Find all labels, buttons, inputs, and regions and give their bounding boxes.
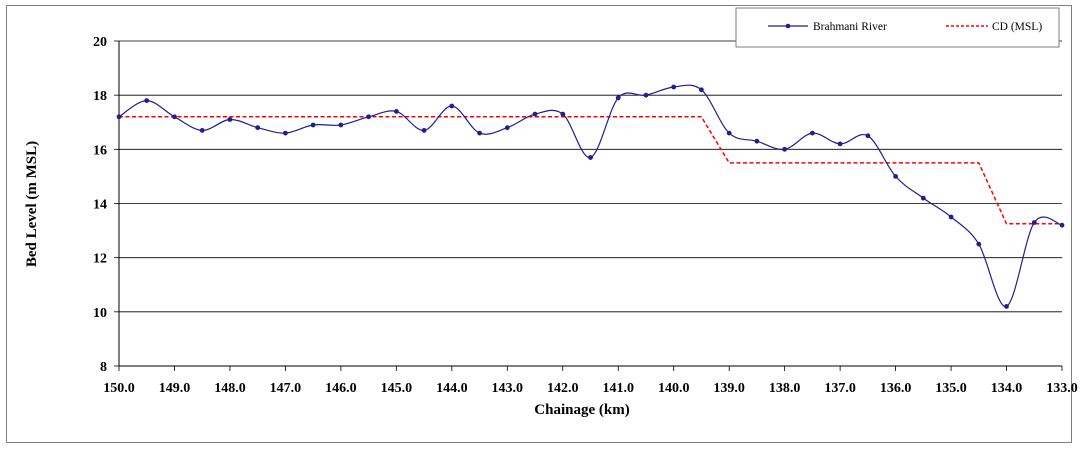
data-point-brahmani-river <box>172 114 177 120</box>
data-point-brahmani-river <box>699 87 704 93</box>
data-point-brahmani-river <box>671 84 677 90</box>
legend-label-brahmani: Brahmani River <box>813 21 887 33</box>
y-tick-label: 12 <box>93 252 107 267</box>
data-point-brahmani-river <box>615 95 621 101</box>
data-point-brahmani-river <box>893 174 898 179</box>
y-tick-label: 18 <box>93 89 107 104</box>
y-tick-label: 10 <box>93 306 107 321</box>
legend-box <box>735 7 1060 48</box>
data-point-brahmani-river <box>283 130 288 136</box>
x-tick-label: 145.0 <box>381 381 413 396</box>
x-tick-label: 135.0 <box>935 381 967 396</box>
series-line-brahmani-river <box>118 84 1063 307</box>
x-tick-label: 139.0 <box>713 381 745 396</box>
legend-label-cd: CD (MSL) <box>992 21 1042 33</box>
y-tick-label: 8 <box>100 360 107 375</box>
y-tick-label: 14 <box>93 198 107 213</box>
x-tick-label: 137.0 <box>824 381 856 396</box>
legend-marker-brahmani <box>785 23 791 29</box>
y-tick-label: 20 <box>93 35 107 50</box>
x-tick-labels: 150.0 149.0 148.0 147.0 146.0 145.0 144.0 143.0… <box>103 366 1078 396</box>
series-layer <box>116 84 1065 309</box>
x-tick-label: 150.0 <box>103 381 135 396</box>
data-point-brahmani-river <box>199 127 205 133</box>
data-point-brahmani-river <box>1031 220 1037 225</box>
data-point-brahmani-river <box>837 141 843 147</box>
legend: Brahmani River CD (MSL) <box>735 7 1060 48</box>
data-point-brahmani-river <box>366 114 371 120</box>
x-tick-label: 148.0 <box>214 381 246 396</box>
series-line-cd-msl <box>119 116 1062 225</box>
data-point-brahmani-river <box>782 146 787 152</box>
data-point-brahmani-river <box>948 214 954 220</box>
x-axis-title: Chainage (km) <box>534 402 629 418</box>
gridlines <box>114 40 1062 367</box>
data-point-brahmani-river <box>477 130 482 136</box>
data-point-brahmani-river <box>726 130 732 136</box>
data-point-brahmani-river <box>865 133 871 139</box>
axes <box>118 41 1062 367</box>
data-point-brahmani-river <box>643 92 649 98</box>
data-point-brahmani-river <box>810 130 815 136</box>
x-tick-label: 133.0 <box>1046 381 1078 396</box>
y-axis-title: Bed Level (m MSL) <box>24 141 40 267</box>
data-point-brahmani-river <box>588 155 593 160</box>
data-point-brahmani-river <box>504 125 510 131</box>
data-point-brahmani-river <box>421 127 427 133</box>
x-tick-label: 149.0 <box>159 381 191 396</box>
data-point-brahmani-river <box>338 122 344 128</box>
data-point-brahmani-river <box>449 103 455 109</box>
y-tick-label: 16 <box>93 143 107 158</box>
data-point-brahmani-river <box>255 125 261 131</box>
x-tick-label: 138.0 <box>769 381 801 396</box>
data-point-brahmani-river <box>976 241 982 247</box>
data-point-brahmani-river <box>532 111 538 117</box>
x-tick-label: 146.0 <box>325 381 357 396</box>
data-point-brahmani-river <box>227 117 233 122</box>
x-tick-label: 134.0 <box>991 381 1023 396</box>
data-point-brahmani-river <box>394 109 399 114</box>
data-point-brahmani-river <box>310 122 316 128</box>
data-point-brahmani-river <box>116 114 122 120</box>
y-tick-labels: 8 10 12 14 16 18 20 <box>93 35 107 375</box>
data-point-brahmani-river <box>144 98 150 103</box>
data-point-brahmani-river <box>1004 304 1009 309</box>
x-tick-label: 147.0 <box>270 381 302 396</box>
x-tick-label: 140.0 <box>658 381 690 396</box>
data-point-brahmani-river <box>560 111 566 117</box>
x-tick-label: 141.0 <box>602 381 634 396</box>
data-point-brahmani-river <box>920 195 926 201</box>
x-tick-label: 143.0 <box>492 381 524 396</box>
data-point-brahmani-river <box>1059 222 1065 228</box>
x-tick-label: 144.0 <box>436 381 468 396</box>
chart-frame <box>6 5 1072 443</box>
data-point-brahmani-river <box>754 138 760 144</box>
x-tick-label: 136.0 <box>880 381 912 396</box>
x-tick-label: 142.0 <box>547 381 579 396</box>
